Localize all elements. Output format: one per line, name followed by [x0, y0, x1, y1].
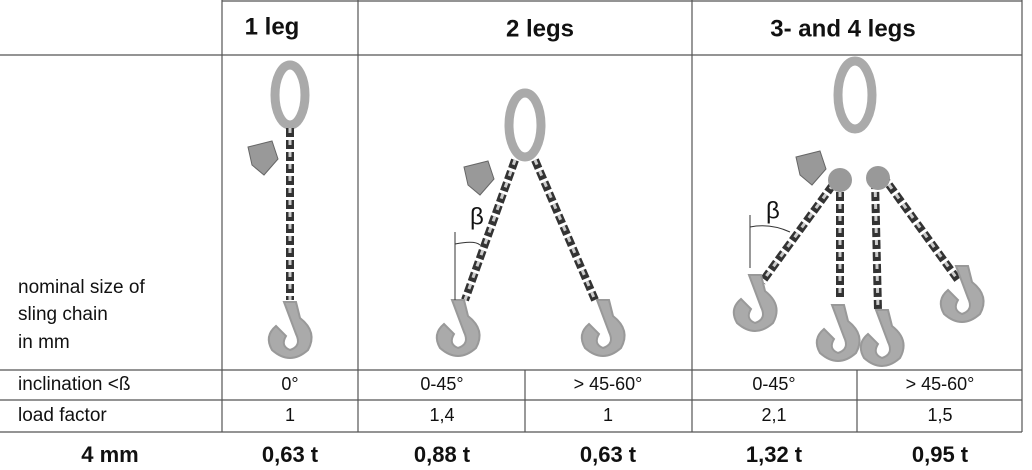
table-cell: 0-45°	[420, 374, 463, 394]
table-cell: 0,63 t	[262, 442, 319, 467]
row-label-line: sling chain	[18, 304, 108, 325]
hook	[435, 299, 481, 357]
hook	[859, 309, 905, 367]
row-label: inclination <ß	[18, 374, 130, 395]
master-link	[833, 56, 877, 134]
row-label: 4 mm	[81, 442, 138, 467]
table-cell: 1	[285, 405, 295, 425]
header-cell: 3- and 4 legs	[770, 15, 915, 42]
hook	[580, 299, 626, 357]
chain-inner	[533, 159, 597, 301]
link-bead	[828, 168, 852, 192]
chain-inner	[463, 159, 517, 301]
table-cell: 0,95 t	[912, 442, 969, 467]
table-cell: 0,88 t	[414, 442, 471, 467]
header-cell: 1 leg	[245, 13, 300, 40]
hook	[815, 304, 861, 362]
link-bead	[866, 166, 890, 190]
chain-inner	[873, 179, 880, 311]
header-cell: 2 legs	[506, 15, 574, 42]
table-cell: 0°	[281, 374, 298, 394]
chain-inner	[880, 174, 960, 281]
table-cell: 0,63 t	[580, 442, 637, 467]
chain-illustrations	[247, 56, 985, 367]
grab-hook	[463, 160, 495, 196]
grab-hook	[795, 150, 827, 186]
master-link	[504, 88, 546, 162]
row-label-line: in mm	[18, 332, 70, 353]
row-label-line: nominal size of	[18, 277, 145, 298]
angle-symbol: β	[766, 197, 780, 224]
row-label: load factor	[18, 405, 107, 426]
angle-arc	[749, 225, 791, 233]
table-cell: 1	[603, 405, 613, 425]
hook	[267, 301, 313, 359]
table-grid	[0, 0, 1023, 433]
hook	[939, 265, 985, 323]
grab-hook	[247, 140, 279, 176]
table-cell: 0-45°	[752, 374, 795, 394]
angle-symbol: β	[470, 203, 484, 230]
table-cell: 1,32 t	[746, 442, 803, 467]
chain-inner	[760, 174, 842, 283]
table-cell: > 45-60°	[906, 374, 975, 394]
table-cell: 2,1	[761, 405, 786, 425]
table-cell: 1,4	[429, 405, 454, 425]
table-cell: > 45-60°	[574, 374, 643, 394]
hook	[732, 274, 778, 332]
table-cell: 1,5	[927, 405, 952, 425]
angle-arc	[454, 241, 481, 246]
master-link	[270, 60, 310, 130]
